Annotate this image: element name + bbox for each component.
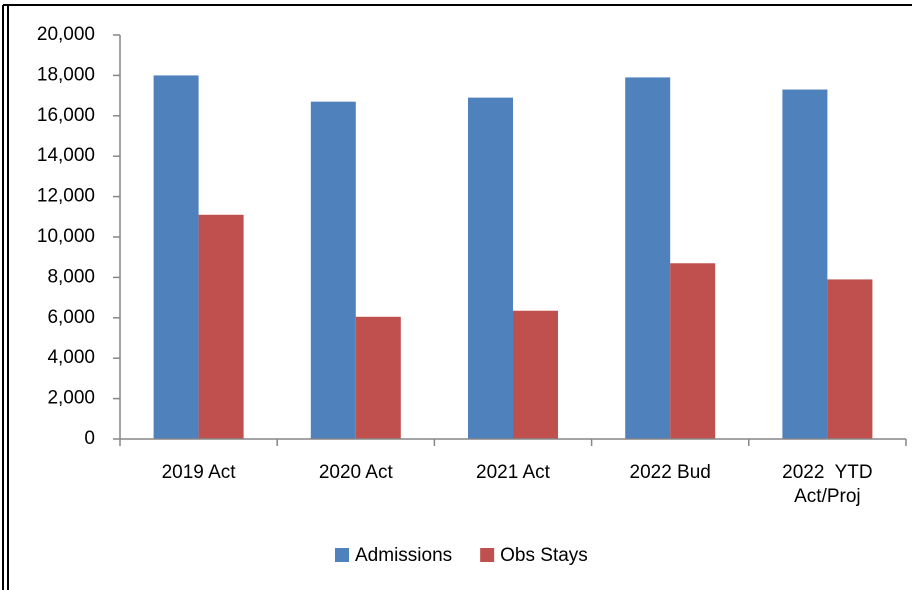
legend-label: Admissions [355,545,452,566]
x-tick-label: 2022 Bud [629,462,711,483]
bar [153,75,199,440]
y-tick-label: 14,000 [37,145,95,166]
bar [468,97,513,440]
bar [827,279,873,439]
legend-swatch [480,548,495,562]
bar [670,263,716,439]
y-tick-label: 0 [84,428,95,449]
y-tick-label: 20,000 [37,24,95,45]
legend-swatch [335,548,349,562]
bar [198,214,244,439]
bar [310,101,356,439]
y-tick-label: 2,000 [47,388,95,409]
y-tick-label: 12,000 [37,186,95,207]
bar [782,89,828,439]
y-tick-label: 10,000 [37,226,95,247]
y-tick-label: 6,000 [47,307,95,328]
y-tick-label: 16,000 [37,105,95,126]
bar [355,316,401,439]
x-tick-label: 2019 Act [161,462,236,483]
y-tick-label: 4,000 [47,347,95,368]
y-tick-label: 18,000 [37,64,95,85]
bar [625,77,671,440]
bar [513,310,558,439]
legend-label: Obs Stays [500,545,588,566]
x-tick-label: 2021 Act [476,462,550,483]
y-tick-label: 8,000 [47,266,95,287]
x-tick-label: 2022 YTD Act/Proj [782,462,877,507]
x-tick-label: 2020 Act [318,462,393,483]
